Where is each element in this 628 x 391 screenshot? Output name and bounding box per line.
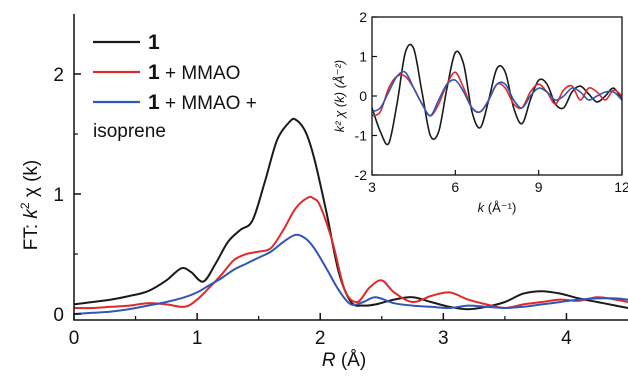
main-y-axis-title-prefix: FT: (21, 219, 42, 251)
main-y-ticks: 0 1 2 (53, 65, 81, 326)
inset-background (338, 8, 628, 221)
inset-y-axis-title: k² χ (k) (Å⁻²) (332, 60, 347, 132)
inset-x-tick-label: 9 (535, 179, 543, 195)
main-series-3-line (73, 233, 628, 315)
legend-label-series-2: 1 + MMAO (148, 61, 240, 84)
main-x-tick-label: 0 (69, 328, 80, 349)
legend-label-series-1-bold: 1 (148, 31, 160, 54)
main-y-tick-label: 1 (53, 185, 64, 206)
main-y-axis-title-chi: χ (k) (21, 160, 42, 203)
legend: 1 1 + MMAO 1 + MMAO + isoprene (93, 31, 257, 142)
main-x-tick-label: 2 (315, 328, 326, 349)
inset-x-tick-label: 12 (614, 179, 628, 195)
legend-label-series-1: 1 (148, 31, 160, 54)
inset-x-axis-title-rest: (Å⁻¹) (484, 200, 516, 215)
main-y-axis-title-exponent: 2 (18, 202, 32, 209)
inset-series-1-line (371, 43, 623, 146)
legend-label-series-3-line2: isoprene (93, 121, 166, 142)
main-x-tick-label: 1 (192, 328, 203, 349)
inset-series-group (371, 43, 623, 146)
main-x-tick-label: 3 (438, 328, 449, 349)
main-series-2-line (73, 195, 628, 310)
inset-series-3-line (371, 70, 623, 117)
inset-y-ticks: -2 -1 0 1 2 (355, 9, 377, 183)
main-series-1-line (73, 117, 628, 311)
main-x-ticks: 0 1 2 3 4 (69, 313, 572, 349)
main-x-axis-title: R (Å) (322, 350, 366, 371)
main-x-axis-title-italic: R (322, 350, 336, 371)
inset-x-tick-label: 3 (368, 179, 376, 195)
legend-label-series-3: 1 + MMAO + (148, 91, 257, 114)
main-x-axis-title-rest: (Å) (336, 350, 367, 371)
inset-y-tick-label: 1 (359, 49, 367, 65)
inset-x-ticks: 3 6 9 12 (368, 170, 628, 195)
legend-label-series-2-rest: + MMAO (160, 63, 241, 84)
main-y-tick-label: 2 (53, 65, 64, 86)
inset-x-axis-title: k (Å⁻¹) (478, 200, 517, 215)
inset-y-tick-label: -1 (355, 128, 368, 144)
inset-y-tick-label: 2 (359, 9, 367, 25)
inset-y-tick-label: 0 (359, 88, 367, 104)
legend-label-series-3-rest: + MMAO + (160, 93, 257, 114)
main-y-tick-label: 0 (53, 305, 64, 326)
inset-y-tick-label: -2 (355, 167, 368, 183)
inset-x-axis-title-italic: k (478, 200, 486, 215)
main-y-axis-title: FT: k2 χ (k) (18, 160, 42, 251)
legend-label-series-3-bold: 1 (148, 91, 160, 114)
main-y-axis-title-k: k (21, 208, 42, 219)
legend-label-series-2-bold: 1 (148, 61, 160, 84)
main-series-group (73, 117, 628, 315)
inset-x-tick-label: 6 (451, 179, 459, 195)
main-x-tick-label: 4 (561, 328, 572, 349)
